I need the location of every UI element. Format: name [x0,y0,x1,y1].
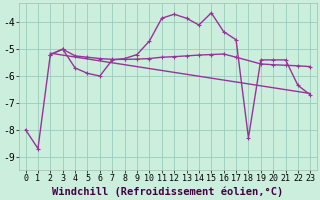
X-axis label: Windchill (Refroidissement éolien,°C): Windchill (Refroidissement éolien,°C) [52,186,284,197]
